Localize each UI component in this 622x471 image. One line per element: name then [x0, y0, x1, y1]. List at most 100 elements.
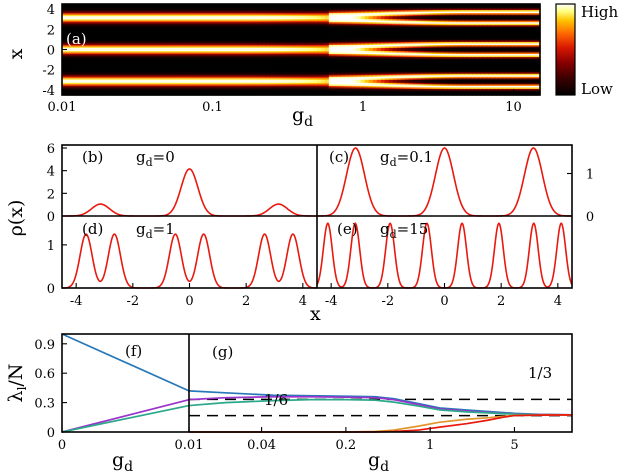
heat-cell: [312, 35, 318, 38]
heat-cell: [189, 52, 195, 55]
heat-cell: [237, 28, 242, 31]
heat-cell: [253, 13, 258, 16]
heat-cell: [285, 28, 290, 31]
heat-cell: [229, 5, 234, 8]
heat-cell: [145, 66, 151, 69]
heat-cell: [225, 40, 230, 43]
heat-cell: [269, 17, 274, 20]
heat-cell: [308, 16, 314, 19]
heat-cell: [380, 57, 386, 60]
heat-cell: [69, 64, 75, 67]
heat-cell: [157, 69, 163, 72]
heat-cell: [93, 60, 99, 63]
heat-cell: [113, 26, 119, 29]
heat-cell: [185, 29, 191, 32]
heat-cell: [181, 54, 187, 57]
heat-cell: [356, 13, 362, 16]
heat-cell: [380, 78, 386, 81]
heat-cell: [289, 58, 294, 61]
heat-cell: [245, 61, 250, 64]
heat-cell: [217, 16, 222, 19]
heat-cell: [221, 54, 226, 57]
heat-cell: [201, 40, 206, 43]
heat-cell: [125, 16, 131, 19]
heat-cell: [265, 64, 270, 67]
heat-cell: [249, 41, 254, 45]
heat-cell: [368, 81, 374, 84]
heat-cell: [380, 17, 386, 20]
heat-cell: [392, 17, 398, 20]
heat-cell: [265, 87, 270, 90]
heat-cell: [205, 78, 210, 81]
heat-cell: [332, 35, 338, 38]
heat-cell: [149, 49, 155, 52]
heat-cell: [65, 13, 71, 16]
heat-cell: [189, 90, 195, 93]
heat-cell: [269, 60, 274, 63]
heat-cell: [348, 16, 354, 19]
heat-cell: [360, 76, 366, 79]
heat-cell: [65, 64, 71, 67]
heat-cell: [117, 54, 123, 57]
heat-cell: [101, 66, 107, 69]
heat-cell: [113, 16, 119, 19]
heat-cell: [141, 52, 147, 55]
heat-cell: [181, 63, 187, 66]
heat-cell: [221, 23, 226, 26]
heat-cell: [189, 57, 195, 60]
heat-cell: [308, 51, 314, 54]
heat-cell: [77, 91, 83, 95]
heat-cell: [141, 17, 147, 20]
heat-cell: [360, 38, 366, 41]
heat-cell: [301, 23, 306, 26]
heat-cell: [217, 23, 222, 26]
heat-cell: [269, 22, 274, 25]
heat-cell: [173, 84, 179, 87]
heat-cell: [141, 44, 147, 48]
heat-cell: [281, 81, 286, 84]
heat-cell: [257, 88, 262, 92]
heat-cell: [177, 69, 183, 72]
heat-cell: [320, 14, 326, 17]
heat-cell: [364, 87, 370, 90]
heat-cell: [81, 90, 87, 93]
heat-cell: [348, 23, 354, 26]
heat-cell: [265, 7, 270, 10]
heat-cell: [185, 23, 191, 26]
heat-cell: [332, 75, 338, 78]
heat-cell: [165, 61, 171, 64]
heat-cell: [85, 38, 91, 41]
heat-cell: [201, 66, 206, 69]
heat-cell: [185, 76, 191, 79]
heat-cell: [77, 51, 83, 54]
heat-cell: [249, 61, 254, 64]
heat-cell: [125, 43, 131, 46]
heat-cell: [69, 67, 75, 70]
heat-cell: [312, 49, 318, 52]
heat-cell: [285, 16, 290, 19]
heat-cell: [312, 20, 318, 23]
heat-cell: [145, 49, 151, 52]
heat-cell: [340, 26, 346, 29]
heat-cell: [81, 69, 87, 72]
heat-cell: [312, 67, 318, 70]
heat-cell: [297, 8, 302, 11]
heat-cell: [62, 84, 67, 87]
heat-cell: [89, 13, 95, 16]
heat-cell: [388, 43, 394, 46]
heat-cell: [372, 63, 378, 66]
heat-cell: [125, 32, 131, 35]
heat-cell: [157, 29, 163, 32]
heat-cell: [221, 85, 226, 89]
heat-cell: [348, 78, 354, 81]
heat-cell: [241, 22, 246, 25]
heat-cell: [245, 5, 250, 8]
heat-cell: [65, 35, 71, 38]
heat-cell: [312, 23, 318, 26]
heat-cell: [141, 76, 147, 79]
heat-cell: [113, 32, 119, 35]
heat-cell: [304, 64, 310, 67]
heat-cell: [73, 78, 79, 81]
heat-cell: [308, 63, 314, 66]
